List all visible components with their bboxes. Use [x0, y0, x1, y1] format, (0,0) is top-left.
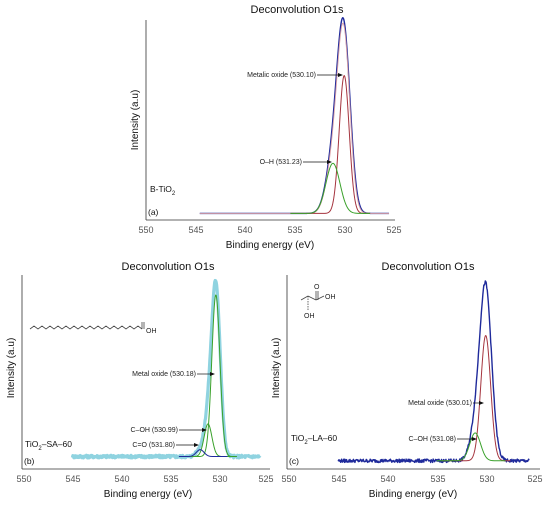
bond [300, 295, 309, 301]
panel-a-ylabel: Intensity (a.u) [130, 90, 141, 151]
lactic-acid-structure: O OH OH [300, 284, 336, 320]
series-line-envelope [337, 280, 530, 464]
arrow-head [479, 401, 484, 405]
annotation-c-o: C=O (531.80) [132, 442, 175, 449]
x-tick-label: 550 [138, 225, 153, 235]
arrow-head [338, 73, 343, 77]
sample-subscript: 2 [172, 191, 176, 197]
panel-b-title: Deconvolution O1s [122, 261, 215, 273]
sample-main: B-TiO [150, 184, 172, 194]
series-line-o-h [290, 162, 371, 214]
sample-main: TiO [291, 433, 305, 443]
x-tick-label: 550 [281, 474, 296, 484]
sample-subscript: 2 [38, 446, 42, 452]
panel-b-curves [70, 278, 262, 460]
annotation-metalic-oxide: Metalic oxide (530.10) [247, 72, 316, 79]
series-line-fit [199, 22, 390, 214]
annotation-metal-oxide: Metal oxide (530.01) [408, 400, 472, 407]
series-line-c-oh [436, 432, 506, 462]
x-tick-label: 525 [527, 474, 542, 484]
x-tick-label: 530 [479, 474, 494, 484]
arrow-head [327, 160, 332, 164]
panel-a: Deconvolution O1s Intensity (a.u) Bindin… [130, 4, 402, 251]
panel-a-tick-labels: 550 545 540 535 530 525 [138, 225, 401, 235]
panel-c-sample-label: TiO2–LA–60 [291, 433, 337, 446]
x-tick-label: 535 [430, 474, 445, 484]
carbon-chain [29, 325, 143, 330]
arrow-head [202, 428, 207, 432]
sample-tail: –SA–60 [42, 439, 73, 449]
panel-b-sample-label: TiO2–SA–60 [25, 439, 72, 452]
panel-c-tick-labels: 550 545 540 535 530 525 [281, 474, 542, 484]
panel-c-ylabel: Intensity (a.u) [271, 338, 282, 399]
arrow-head [194, 443, 199, 447]
x-tick-label: 535 [287, 225, 302, 235]
x-tick-label: 540 [380, 474, 395, 484]
annotation-metal-oxide: Metal oxide (530.18) [132, 371, 196, 378]
arrow-head [210, 372, 215, 376]
panel-b-xlabel: Binding energy (eV) [104, 489, 192, 500]
panel-c: Deconvolution O1s Intensity (a.u) Bindin… [271, 261, 543, 500]
annotation-c-oh: C–OH (531.08) [409, 436, 456, 443]
bond [307, 295, 317, 301]
panel-a-label: (a) [148, 207, 159, 217]
arrow-head [472, 437, 477, 441]
lactic-oh-label: OH [304, 313, 315, 320]
panel-c-title: Deconvolution O1s [382, 261, 475, 273]
panel-a-curves [199, 17, 390, 215]
panel-a-sample-label: B-TiO2 [150, 184, 176, 197]
x-tick-label: 530 [212, 474, 227, 484]
panel-c-label: (c) [289, 456, 299, 466]
panel-a-xlabel: Binding energy (eV) [226, 240, 314, 251]
series-line-envelope [199, 17, 390, 215]
sample-main: TiO [25, 439, 39, 449]
lactic-o-label: O [314, 284, 320, 291]
annotation-c-oh: C–OH (530.99) [131, 427, 178, 434]
stearic-acid-structure: OH [29, 322, 157, 335]
x-tick-label: 540 [237, 225, 252, 235]
sample-tail: –LA–60 [308, 433, 338, 443]
panel-b-label: (b) [24, 456, 35, 466]
panel-c-curves [337, 280, 530, 464]
lactic-oh-label: OH [325, 294, 336, 301]
x-tick-label: 535 [163, 474, 178, 484]
x-tick-label: 545 [65, 474, 80, 484]
x-tick-label: 525 [386, 225, 401, 235]
series-line-c-o [178, 449, 228, 458]
panel-b-tick-labels: 550 545 540 535 530 525 [16, 474, 273, 484]
x-tick-label: 530 [337, 225, 352, 235]
x-tick-label: 545 [188, 225, 203, 235]
stearic-oh-label: OH [146, 328, 157, 335]
x-tick-label: 550 [16, 474, 31, 484]
x-tick-label: 540 [114, 474, 129, 484]
x-tick-label: 545 [331, 474, 346, 484]
panel-a-title: Deconvolution O1s [251, 4, 344, 16]
x-tick-label: 525 [258, 474, 273, 484]
panel-b-ylabel: Intensity (a.u) [6, 338, 17, 399]
panel-b: Deconvolution O1s Intensity (a.u) Bindin… [6, 261, 274, 500]
annotation-o-h: O–H (531.23) [260, 159, 302, 166]
sample-subscript: 2 [304, 440, 308, 446]
panel-c-xlabel: Binding energy (eV) [369, 489, 457, 500]
bond [315, 295, 325, 301]
